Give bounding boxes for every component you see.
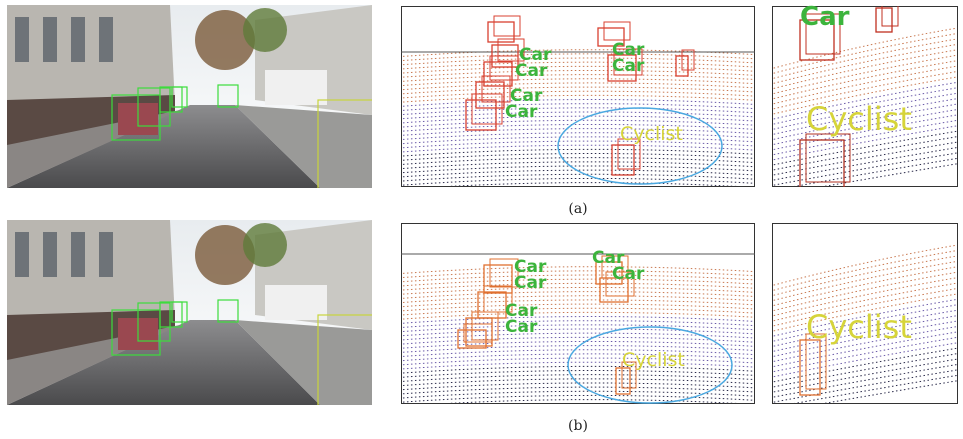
panel xyxy=(401,6,755,187)
window xyxy=(71,17,85,62)
figure: Car Car Car Car Car Car Cyclist Car Cycl… xyxy=(0,0,963,439)
label: Cyclist xyxy=(806,100,912,138)
caption: (b) xyxy=(568,418,588,434)
label: Car xyxy=(612,264,645,284)
label: Cyclist xyxy=(622,349,685,371)
label: Car xyxy=(505,102,538,122)
window xyxy=(43,17,57,62)
scan-line xyxy=(391,187,765,195)
scan-line xyxy=(391,404,765,412)
label: Car xyxy=(505,317,538,337)
caption: (a) xyxy=(568,201,587,217)
label: Cyclist xyxy=(620,123,683,145)
camera-images xyxy=(7,5,378,415)
camera-image xyxy=(7,5,378,200)
window xyxy=(99,232,113,277)
tree xyxy=(243,223,287,267)
window xyxy=(15,232,29,277)
zoom-labels-b: Cyclist xyxy=(806,308,912,346)
label: Car xyxy=(800,2,850,32)
panel xyxy=(401,223,755,404)
label: Car xyxy=(515,61,548,81)
label: Car xyxy=(514,273,547,293)
tree xyxy=(243,8,287,52)
label: Cyclist xyxy=(806,308,912,346)
window xyxy=(99,17,113,62)
window xyxy=(71,232,85,277)
window xyxy=(15,17,29,62)
camera-image xyxy=(7,220,378,415)
label: Car xyxy=(612,56,645,76)
point-cloud xyxy=(391,223,765,411)
window xyxy=(43,232,57,277)
point-cloud xyxy=(391,6,765,194)
